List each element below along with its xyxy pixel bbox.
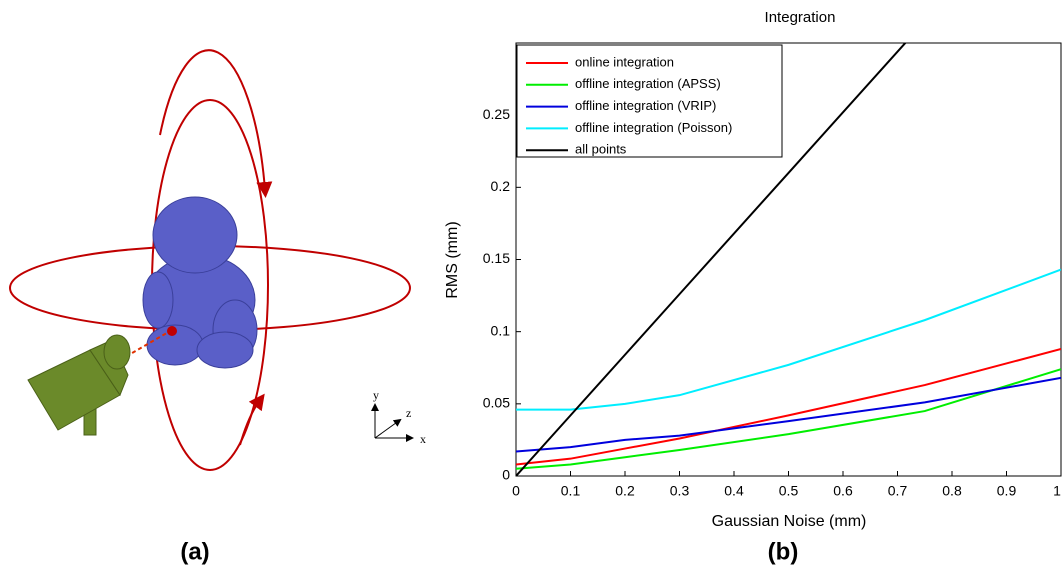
x-tick-label: 0.2	[615, 483, 635, 499]
legend-label: offline integration (Poisson)	[575, 120, 732, 135]
series-line	[516, 43, 907, 476]
x-tick-label: 0.3	[670, 483, 690, 499]
legend-label: online integration	[575, 54, 674, 69]
legend-label: offline integration (VRIP)	[575, 98, 716, 113]
y-tick-label: 0.15	[483, 250, 510, 266]
arrow	[159, 49, 273, 198]
y-tick-label: 0.05	[483, 395, 510, 411]
y-tick-label: 0.1	[491, 322, 511, 338]
panel-label: (a)	[180, 538, 209, 565]
y-tick-label: 0.25	[483, 106, 510, 122]
x-axis-label: Gaussian Noise (mm)	[712, 513, 867, 530]
x-tick-label: 0.9	[997, 483, 1017, 499]
legend-label: offline integration (APSS)	[575, 76, 721, 91]
x-tick-label: 0.5	[779, 483, 799, 499]
legend: online integration offline integration (A…	[516, 44, 783, 158]
x-tick-label: 0.1	[561, 483, 581, 499]
x-tick-label: 1	[1053, 483, 1061, 499]
camera	[27, 334, 131, 436]
y-tick-label: 0	[502, 467, 510, 483]
x-tick-label: 0.6	[833, 483, 853, 499]
panel-label: (b)	[768, 538, 799, 565]
axis-name: z	[406, 406, 411, 420]
series-line	[516, 348, 1061, 466]
series-line	[516, 368, 1061, 470]
x-tick-label: 0.7	[888, 483, 908, 499]
axes-gizmo: y x z	[371, 388, 426, 446]
x-tick-label: 0.4	[724, 483, 744, 499]
chart-title: Integration	[765, 9, 836, 26]
y-tick-label: 0.2	[491, 178, 511, 194]
axis-name: x	[420, 432, 426, 446]
x-tick-label: 0	[512, 483, 520, 499]
legend-label: all points	[575, 142, 627, 157]
series-line	[516, 376, 1061, 453]
center	[167, 326, 177, 336]
illustration: y x z	[9, 49, 426, 471]
axis-name: y	[373, 388, 379, 402]
y-axis-label: RMS (mm)	[444, 221, 461, 298]
figurine	[142, 196, 258, 369]
plot-lines	[516, 43, 1061, 476]
series-line	[516, 268, 1061, 411]
x-tick-label: 0.8	[942, 483, 962, 499]
